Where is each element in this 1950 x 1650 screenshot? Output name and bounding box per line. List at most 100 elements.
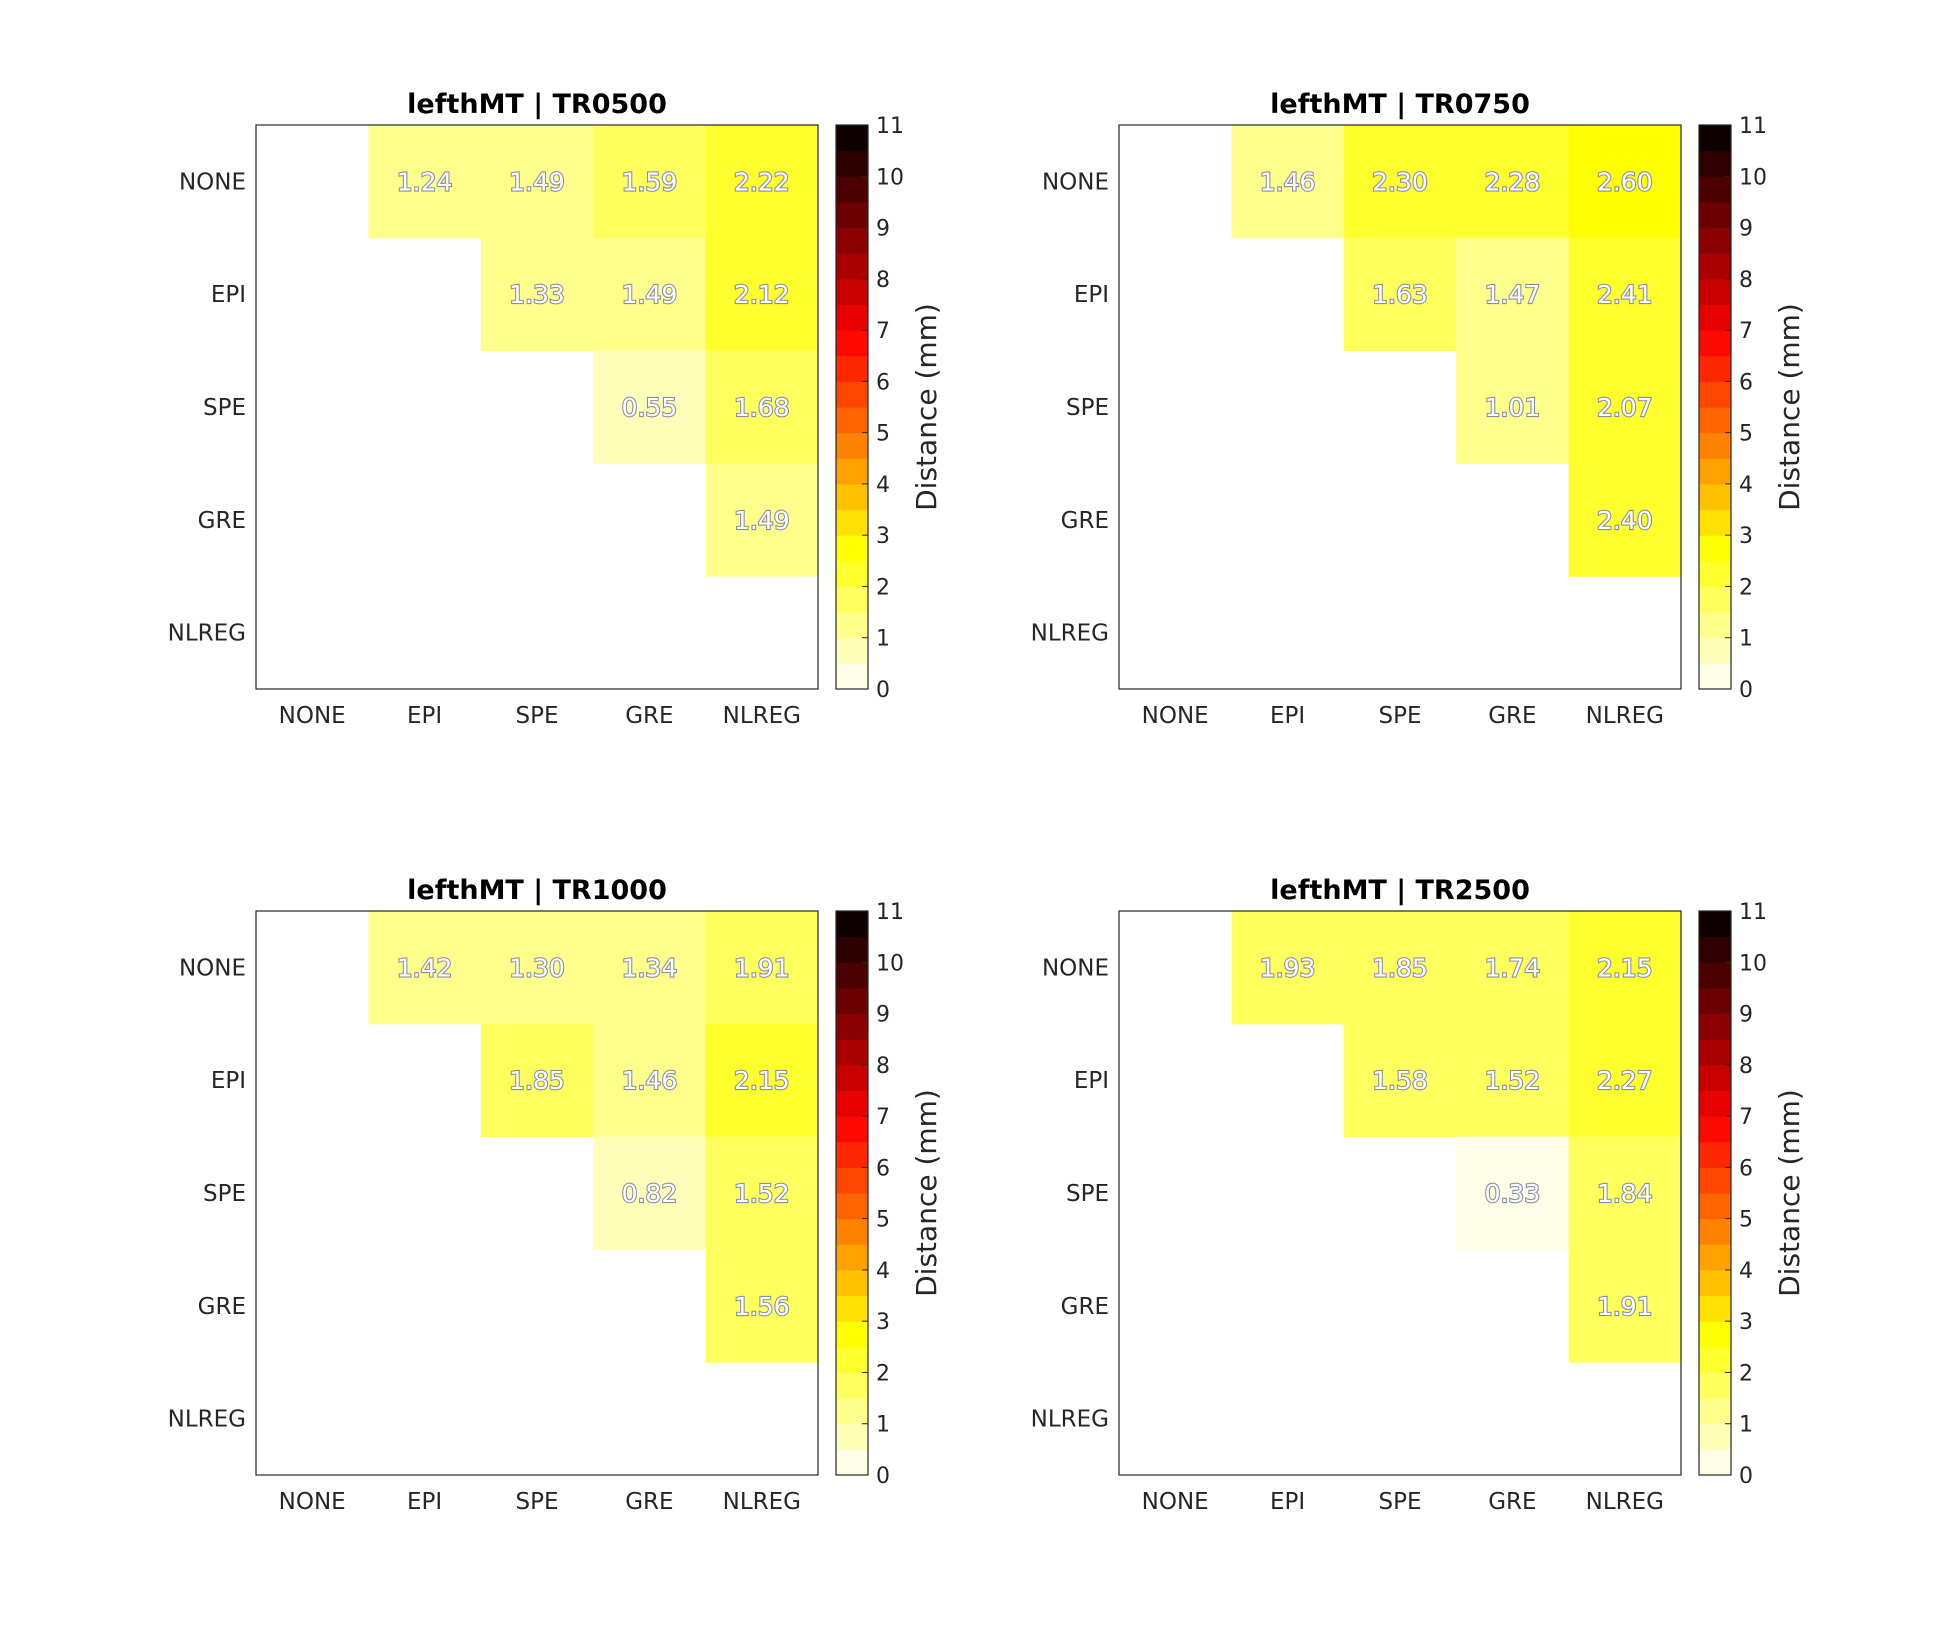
- cell-value-label: 1.93: [1260, 953, 1316, 982]
- colorbar-segment: [1699, 586, 1731, 613]
- cell-value-label: 2.28: [1485, 167, 1541, 196]
- colorbar-segment: [1699, 1116, 1731, 1143]
- cell-value-label: 1.63: [1372, 280, 1428, 309]
- y-tick-label: NLREG: [1031, 1407, 1109, 1433]
- colorbar-frame: [835, 124, 869, 690]
- cell-value-label: 0.33: [1485, 1179, 1541, 1208]
- x-tick-label: NONE: [279, 703, 346, 729]
- heatmap-cell: [1456, 1136, 1570, 1250]
- heatmap-cell: [1231, 125, 1345, 239]
- x-tick-label: EPI: [1270, 703, 1305, 729]
- y-tick-label: GRE: [1061, 508, 1109, 534]
- colorbar-segment: [836, 1141, 868, 1168]
- colorbar-segment: [836, 150, 868, 177]
- x-tick-label: GRE: [625, 703, 673, 729]
- cell-value-label: 2.22: [734, 167, 790, 196]
- colorbar-segment: [836, 227, 868, 254]
- colorbar-tick-label: 8: [876, 1054, 890, 1079]
- colorbar-segment: [836, 1449, 868, 1476]
- colorbar-segment: [1699, 1372, 1731, 1399]
- colorbar-tick-label: 4: [1739, 473, 1753, 498]
- y-tick-label: GRE: [198, 508, 246, 534]
- colorbar-segment: [836, 458, 868, 485]
- heatmap-cell: [1568, 463, 1682, 577]
- y-tick-label: EPI: [211, 282, 246, 308]
- colorbar-tick-label: 4: [876, 1259, 890, 1284]
- heatmap-cell: [1568, 350, 1682, 464]
- x-tick-label: EPI: [407, 703, 442, 729]
- colorbar-segment: [836, 612, 868, 639]
- heatmap-cell: [480, 125, 594, 239]
- colorbar-segment: [836, 1346, 868, 1373]
- colorbar-tick-label: 3: [1739, 524, 1753, 549]
- cell-value-label: 2.41: [1597, 280, 1653, 309]
- cell-value-label: 0.55: [622, 393, 678, 422]
- y-tick-label: SPE: [203, 1181, 246, 1207]
- y-tick-label: SPE: [1066, 395, 1109, 421]
- cell-value-label: 1.33: [509, 280, 565, 309]
- colorbar-segment: [836, 1039, 868, 1066]
- colorbar: 0 1 2 3 4 5 6 7 8 9 10 11 Distance (mm): [835, 114, 943, 703]
- chart-title: lefthMT | TR0750: [1270, 89, 1530, 120]
- heatmap-cell: [1456, 350, 1570, 464]
- y-tick-label: NONE: [179, 169, 246, 195]
- x-tick-label: NLREG: [723, 703, 801, 729]
- colorbar-tick-label: 8: [876, 268, 890, 293]
- colorbar-segment: [836, 509, 868, 536]
- heatmap-cell: [1231, 911, 1345, 1025]
- cell-value-label: 1.30: [509, 953, 565, 982]
- colorbar-segment: [1699, 1193, 1731, 1220]
- cell-value-label: 2.27: [1597, 1066, 1653, 1095]
- colorbar-tick-label: 5: [1739, 1208, 1753, 1233]
- y-tick-label: EPI: [1074, 282, 1109, 308]
- colorbar-segment: [1699, 1090, 1731, 1117]
- x-tick-label: NONE: [1142, 703, 1209, 729]
- colorbar-tick-label: 3: [876, 1310, 890, 1335]
- cell-value-label: 2.12: [734, 280, 790, 309]
- colorbar-tick-label: 7: [876, 319, 890, 344]
- colorbar-segment: [1699, 936, 1731, 963]
- axes-frame: [1118, 124, 1682, 690]
- colorbar-segment: [836, 330, 868, 357]
- cell-value-label: 1.59: [622, 167, 678, 196]
- colorbar-tick-label: 8: [1739, 1054, 1753, 1079]
- y-tick-label: GRE: [1061, 1294, 1109, 1320]
- colorbar-segment: [1699, 355, 1731, 382]
- colorbar-segment: [1699, 535, 1731, 562]
- colorbar-segment: [1699, 612, 1731, 639]
- colorbar-segment: [1699, 1295, 1731, 1322]
- chart-title: lefthMT | TR0500: [407, 89, 667, 120]
- heatmap-cell: [705, 125, 819, 239]
- colorbar-tick-label: 0: [1739, 678, 1753, 703]
- heatmap-cell: [1568, 1249, 1682, 1363]
- y-tick-label: NONE: [1042, 955, 1109, 981]
- colorbar-segment: [1699, 483, 1731, 511]
- heatmap-cell: [1568, 237, 1682, 352]
- x-tick-label: SPE: [1378, 1489, 1421, 1515]
- colorbar-tick-label: 8: [1739, 268, 1753, 293]
- heatmap-cell: [1456, 1023, 1570, 1138]
- heatmap-cell: [593, 1136, 707, 1250]
- colorbar-segment: [836, 663, 868, 690]
- cell-value-label: 1.85: [1372, 953, 1428, 982]
- colorbar-segment: [836, 253, 868, 280]
- heatmap-panel: 1.46 2.30 2.28 2.60 1.63 1.47 2.41 1.01 2.07 2.40…: [1031, 89, 1806, 729]
- colorbar-label: Distance (mm): [910, 303, 943, 511]
- heatmap-cell: [705, 1136, 819, 1250]
- colorbar-segment: [836, 1167, 868, 1194]
- x-tick-label: NONE: [279, 1489, 346, 1515]
- y-tick-label: NLREG: [168, 621, 246, 647]
- colorbar-tick-label: 0: [1739, 1464, 1753, 1489]
- colorbar-tick-label: 9: [1739, 1003, 1753, 1028]
- colorbar-tick-label: 1: [876, 1413, 890, 1438]
- colorbar-frame: [835, 910, 869, 1476]
- x-tick-label: EPI: [1270, 1489, 1305, 1515]
- heatmap-cell: [1343, 125, 1457, 239]
- cell-value-label: 1.01: [1485, 393, 1541, 422]
- heatmap-cell: [1456, 911, 1570, 1025]
- colorbar-segment: [1699, 407, 1731, 434]
- colorbar-tick-label: 10: [1739, 951, 1767, 976]
- heatmap-cell: [705, 1249, 819, 1363]
- colorbar-tick-label: 10: [876, 951, 904, 976]
- colorbar-tick-label: 6: [1739, 370, 1753, 395]
